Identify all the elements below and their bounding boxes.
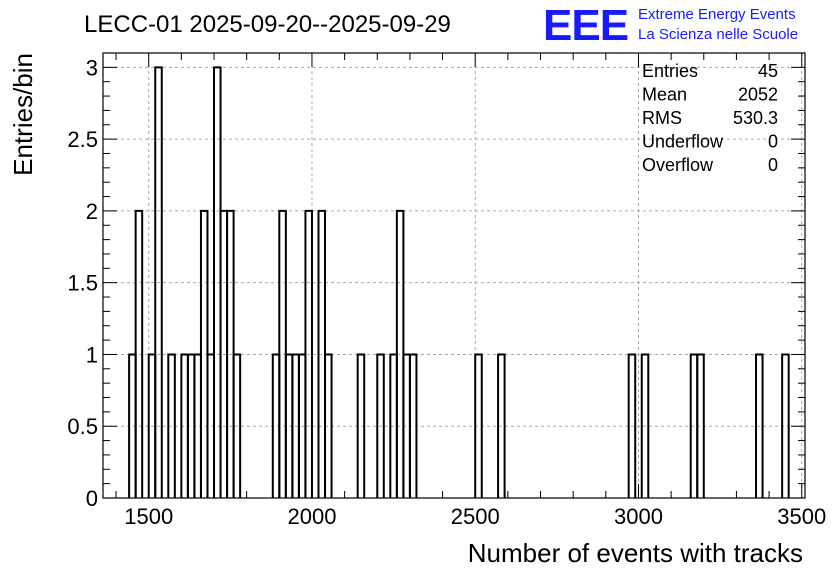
x-tick-label: 3000 (614, 504, 663, 529)
x-axis-label: Number of events with tracks (468, 538, 803, 568)
histogram-bin (356, 353, 366, 498)
y-tick-label: 0 (86, 486, 98, 511)
stats-label: Mean (642, 85, 687, 105)
histogram-bin (304, 209, 313, 498)
histogram-bin (474, 353, 483, 498)
stats-label: Overflow (642, 155, 714, 175)
x-tick-labels: 1500 2000 2500 3000 3500 (124, 504, 826, 529)
x-tick-label: 1500 (124, 504, 173, 529)
x-tick-label: 2000 (287, 504, 336, 529)
plot-frame (102, 52, 806, 499)
histogram-bin (755, 353, 764, 498)
eee-logo-line2: La Scienza nelle Scuole (638, 26, 798, 43)
stats-label: Underflow (642, 132, 724, 152)
y-tick-label: 1 (86, 342, 98, 367)
x-tick-label: 3500 (777, 504, 826, 529)
y-tick-labels: 0 0.5 1 1.5 2 2.5 3 (67, 55, 98, 511)
stats-label: RMS (642, 108, 682, 128)
eee-logo-mark: EEE (543, 1, 628, 50)
stats-box: Entries 45 Mean 2052 RMS 530.3 Underflow 0 Overf… (642, 61, 778, 175)
stats-label: Entries (642, 61, 698, 81)
histogram-bin (167, 353, 176, 498)
histogram-bin (627, 353, 637, 498)
histogram-bin (696, 353, 705, 498)
histogram-bin (408, 353, 418, 498)
stats-value: 0 (768, 132, 778, 152)
histogram-bin (376, 353, 385, 498)
stats-value: 0 (768, 155, 778, 175)
stats-value: 45 (758, 61, 778, 81)
histogram-bin (640, 353, 650, 498)
y-axis-label: Entries/bin (8, 53, 38, 176)
histogram-bars (128, 66, 790, 498)
eee-logo-line1: Extreme Energy Events (638, 6, 796, 23)
x-tick-label: 2500 (451, 504, 500, 529)
histogram-bin (497, 353, 506, 498)
chart-title: LECC-01 2025-09-20--2025-09-29 (84, 11, 451, 38)
histogram-bin (324, 353, 333, 498)
y-tick-label: 1.5 (67, 271, 98, 296)
axis-ticks (103, 52, 805, 499)
histogram-bin (154, 66, 163, 498)
y-tick-label: 3 (86, 55, 98, 80)
y-tick-label: 2 (86, 199, 98, 224)
y-tick-label: 0.5 (67, 414, 98, 439)
y-tick-label: 2.5 (67, 127, 98, 152)
stats-value: 2052 (738, 85, 778, 105)
histogram-bin (781, 353, 790, 498)
stats-value: 530.3 (733, 108, 778, 128)
histogram-bin (134, 209, 144, 498)
histogram-bin (232, 353, 242, 498)
eee-logo: EEE Extreme Energy Events La Scienza nel… (543, 1, 798, 50)
